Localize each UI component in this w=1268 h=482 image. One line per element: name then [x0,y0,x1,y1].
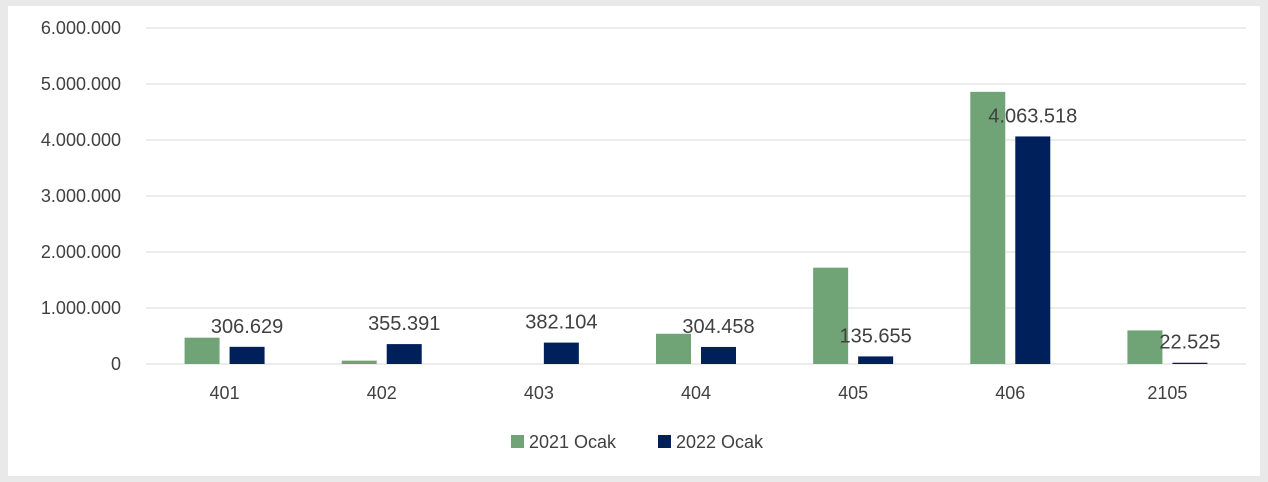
bar-series-2 [1015,136,1051,364]
gridlines [146,27,1246,365]
data-label: 355.391 [368,313,440,335]
x-tick-label: 405 [838,383,868,403]
bar-series-2 [386,344,422,364]
bar-series-2 [858,356,894,364]
y-tick-label: 5.000.000 [41,74,121,94]
bars [184,91,1208,364]
x-tick-label: 401 [210,383,240,403]
y-tick-label: 3.000.000 [41,186,121,206]
x-tick-label: 406 [995,383,1025,403]
bar-series-2 [229,346,265,364]
x-axis-ticks: 401 402 403 404 405 406 2105 [210,383,1188,403]
bar-series-2 [1172,362,1208,364]
x-tick-label: 402 [367,383,397,403]
data-label: 135.655 [839,325,911,347]
x-tick-label: 2105 [1147,383,1187,403]
bar-series-2 [543,342,579,364]
legend-swatch [658,435,671,448]
y-tick-label: 4.000.000 [41,130,121,150]
chart-area: 0 1.000.000 2.000.000 3.000.000 4.000.000 5.0… [8,6,1260,476]
x-tick-label: 404 [681,383,711,403]
data-label: 382.104 [525,312,597,334]
data-label: 22.525 [1159,332,1220,354]
data-labels: 306.629 355.391 382.104 304.458 135.655 4.063… [211,105,1221,353]
bar-chart: 0 1.000.000 2.000.000 3.000.000 4.000.000 5.0… [41,18,1246,452]
y-tick-label: 6.000.000 [41,18,121,38]
legend-swatch [511,435,524,448]
data-label: 4.063.518 [988,105,1077,127]
bar-series-2 [701,346,736,364]
y-tick-label: 0 [111,354,121,374]
legend-label: 2021 Ocak [529,432,617,452]
legend: 2021 Ocak 2022 Ocak [511,432,764,452]
y-axis-ticks: 0 1.000.000 2.000.000 3.000.000 4.000.000 5.0… [41,18,121,374]
bar-series-1 [813,267,849,364]
bar-series-1 [1127,330,1163,364]
y-tick-label: 2.000.000 [41,242,121,262]
bar-series-1 [656,333,691,364]
data-label: 306.629 [211,316,283,338]
y-tick-label: 1.000.000 [41,298,121,318]
bar-series-1 [970,91,1006,364]
bar-series-1 [341,360,377,364]
x-tick-label: 403 [524,383,554,403]
bar-series-1 [184,337,220,364]
data-label: 304.458 [682,316,754,338]
legend-label: 2022 Ocak [676,432,764,452]
